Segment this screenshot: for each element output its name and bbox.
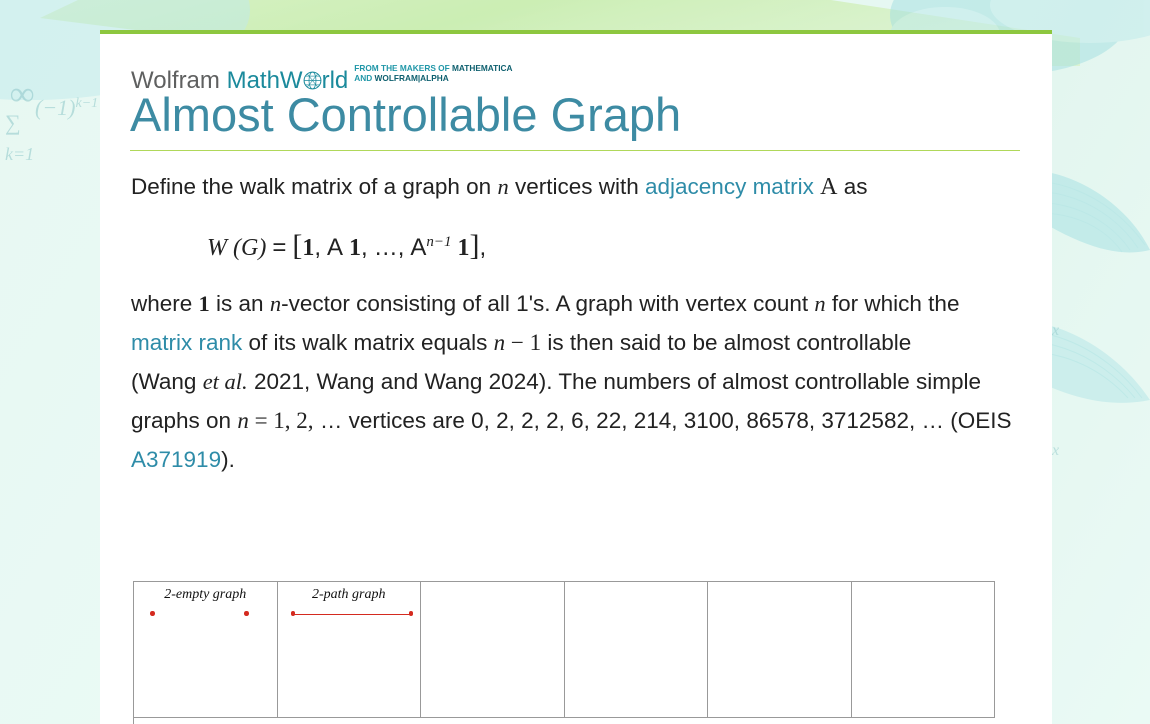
svg-text:k=1: k=1 <box>5 144 34 164</box>
svg-text:(−1)k−1: (−1)k−1 <box>35 95 98 120</box>
svg-text:∑: ∑ <box>5 110 21 135</box>
svg-text:∞: ∞ <box>10 76 34 113</box>
